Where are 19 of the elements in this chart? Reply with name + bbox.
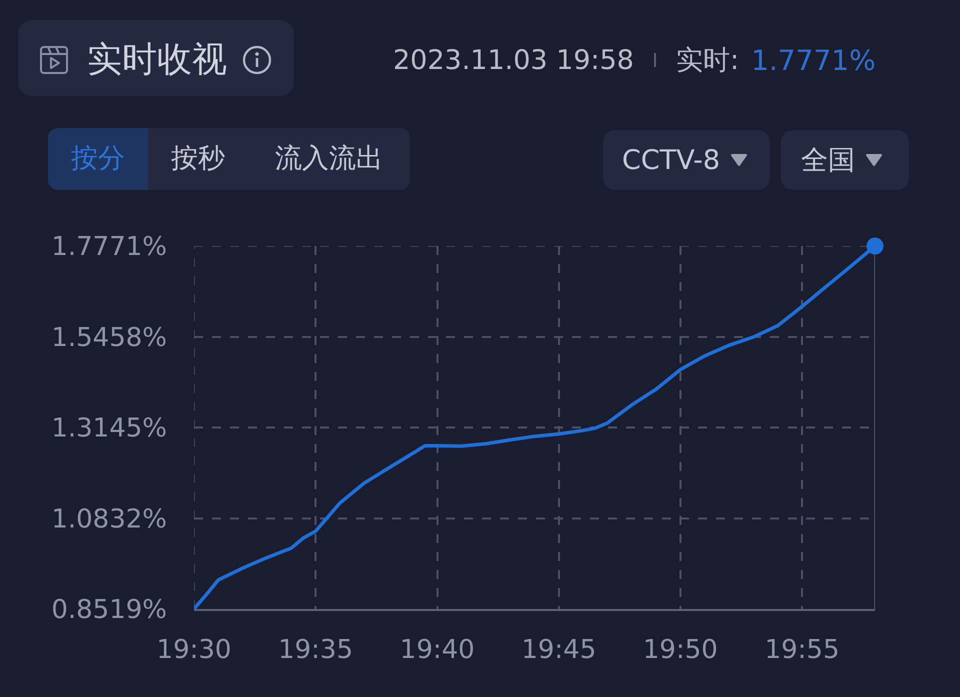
text: 实时: — [676, 44, 740, 78]
x-tick-label: 19:50 — [642, 634, 718, 665]
segmented-control: 按分 按秒 流入流出 — [48, 128, 410, 190]
chart-subtitle: 2023.11.03 19:58 — [393, 44, 634, 76]
dropdown: 全国 — [781, 130, 909, 190]
y-tick-label: 1.3145% — [51, 414, 167, 444]
chart-title: 实时收视 — [87, 39, 227, 82]
dropdown: CCTV-8 — [603, 130, 770, 190]
y-tick-label: 1.7771% — [51, 232, 167, 262]
x-tick-label: 19:45 — [521, 634, 596, 665]
selected-tab: 按分 — [48, 128, 148, 190]
x-tick-label: 19:30 — [156, 634, 232, 665]
x-tick-label: 19:35 — [278, 634, 354, 665]
x-tick-label: 19:55 — [764, 634, 840, 665]
y-tick-label: 1.5458% — [51, 322, 167, 353]
x-tick-label: 19:40 — [400, 634, 475, 665]
y-tick-label: 0.8519% — [51, 595, 167, 626]
text: 1.7771% — [751, 44, 876, 76]
y-tick-label: 1.0832% — [51, 504, 167, 534]
